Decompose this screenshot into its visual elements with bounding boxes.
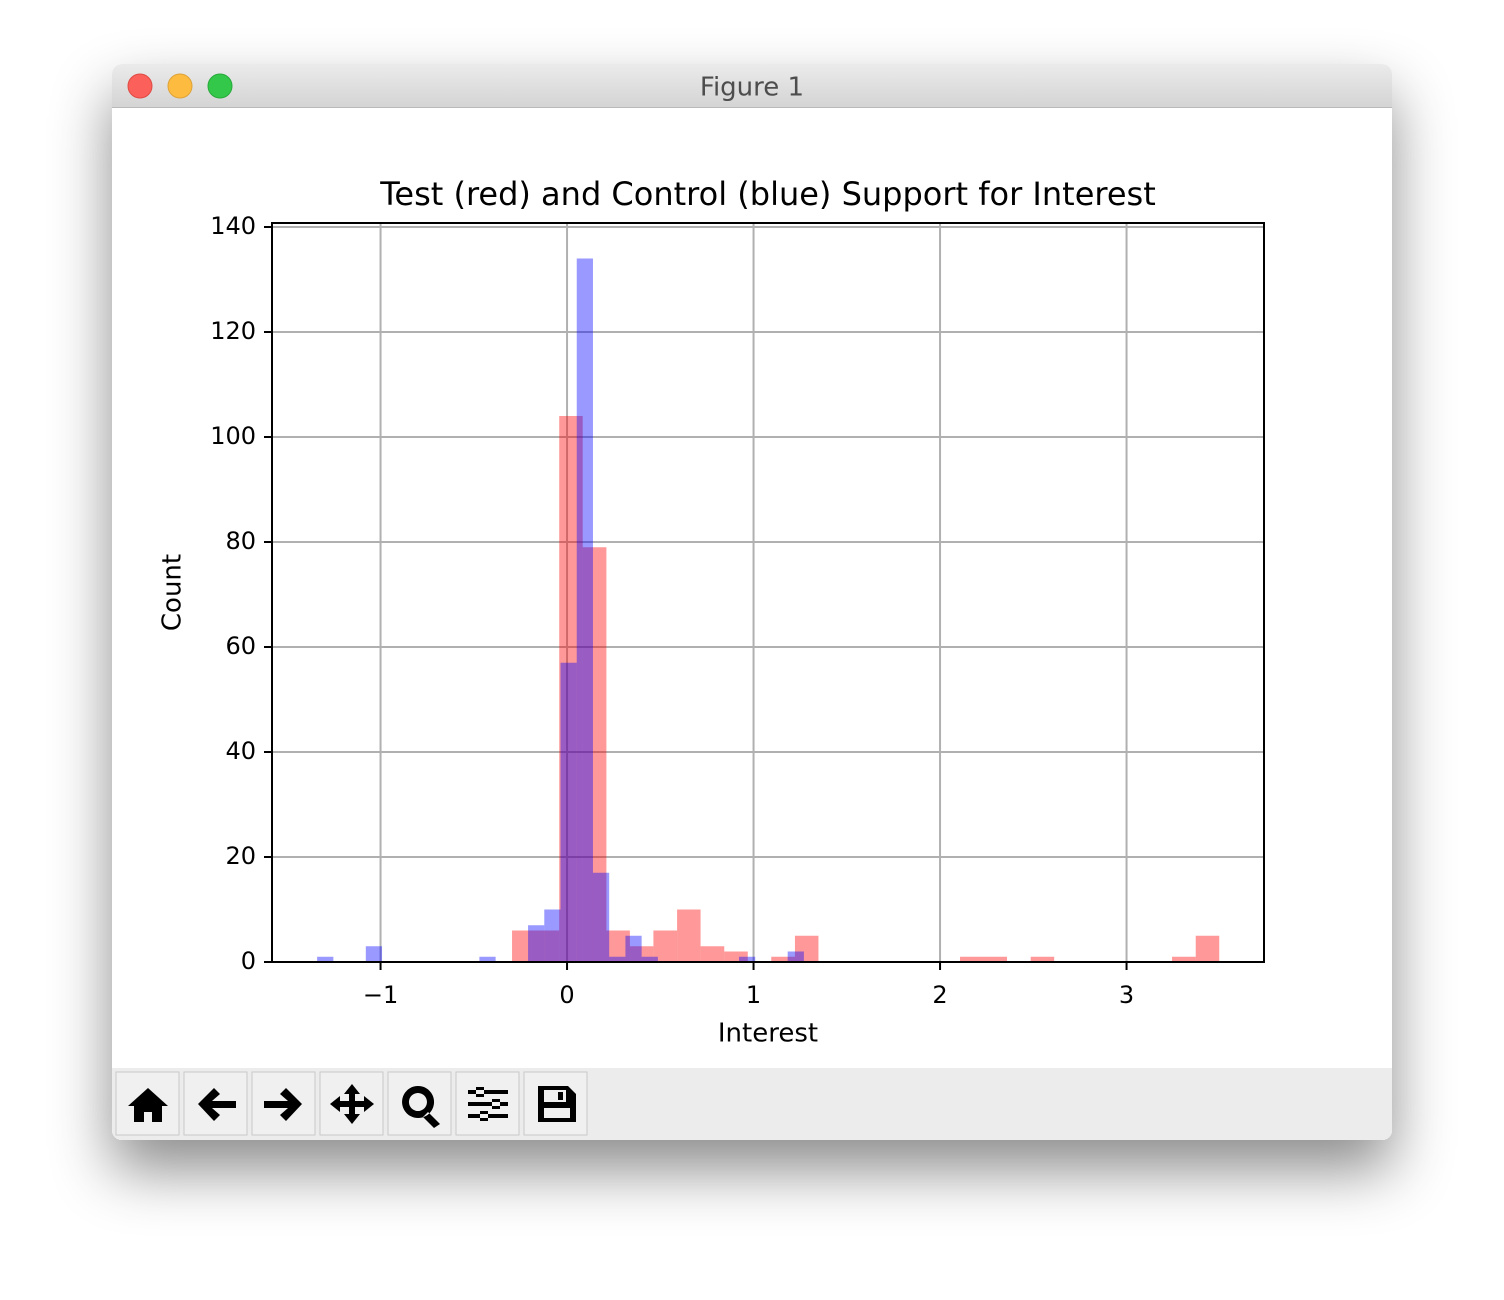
x-tick-label: 0 <box>559 981 574 1009</box>
y-axis-label: Count <box>158 554 188 631</box>
x-tick-label: −1 <box>363 981 398 1009</box>
configure-button-icon <box>468 1087 508 1121</box>
x-tick-label: 2 <box>932 981 947 1009</box>
y-tick-label: 80 <box>225 527 256 555</box>
histogram-bar <box>365 946 383 962</box>
histogram-bar <box>592 872 610 962</box>
histogram-bar <box>535 930 560 962</box>
plot-frame <box>271 222 1265 963</box>
chart-title: Test (red) and Control (blue) Support fo… <box>379 175 1155 213</box>
window-title: Figure 1 <box>700 73 804 103</box>
chart: 0 20 40 60 80 100 120 140 −1 0 1 2 3 Test (red) and C… <box>158 175 1265 1049</box>
histogram-bar <box>771 956 795 962</box>
histogram-bar <box>1030 956 1055 962</box>
histogram-bar <box>787 951 804 962</box>
minimize-button[interactable] <box>167 73 193 99</box>
histogram-bar <box>629 946 654 962</box>
forward-button-icon <box>264 1088 302 1121</box>
histogram-bar <box>560 662 577 962</box>
toolbar-buttons <box>115 1071 588 1136</box>
save-button-icon <box>538 1086 576 1122</box>
histogram-bar <box>528 925 545 962</box>
histogram-bar <box>317 956 334 962</box>
close-button[interactable] <box>127 73 153 99</box>
back-button-icon <box>198 1088 236 1121</box>
y-tick-label: 100 <box>210 422 256 450</box>
histogram-bar <box>625 935 642 962</box>
histogram-bar <box>794 935 819 962</box>
histogram-bar <box>700 946 725 962</box>
histogram-bar <box>1172 956 1196 962</box>
histogram-bar <box>653 930 678 962</box>
pan-button-icon <box>330 1084 374 1124</box>
histogram-bar <box>724 951 748 962</box>
histogram-bar <box>609 956 626 962</box>
histogram-bar <box>576 258 593 962</box>
y-tick-label: 60 <box>225 632 256 660</box>
histogram-bar <box>559 415 583 962</box>
y-tick-label: 0 <box>241 947 256 975</box>
y-tick-label: 120 <box>210 317 256 345</box>
x-tick-label: 1 <box>746 981 761 1009</box>
histogram-bar <box>960 956 984 962</box>
histogram-bar <box>479 956 496 962</box>
histogram-bar <box>1195 935 1220 962</box>
zoom-button[interactable] <box>207 73 233 99</box>
home-button-icon <box>128 1088 168 1122</box>
histogram-bar <box>582 547 607 962</box>
y-tick-label: 140 <box>210 212 256 240</box>
y-tick-label: 40 <box>225 737 256 765</box>
title-bar <box>112 64 1392 107</box>
histogram-bar <box>738 956 756 962</box>
zoom-tool-button-icon <box>402 1086 440 1128</box>
histogram-bar <box>983 956 1008 962</box>
y-tick-label: 20 <box>225 842 256 870</box>
histogram-bar <box>512 930 536 962</box>
histogram-bar <box>606 930 630 962</box>
histogram-bar <box>677 909 701 962</box>
histogram-bar <box>641 956 658 962</box>
histogram-bar <box>544 909 561 962</box>
x-axis-label: Interest <box>718 1019 818 1049</box>
window <box>112 64 1392 1140</box>
x-tick-label: 3 <box>1119 981 1134 1009</box>
zoom-tool-button[interactable] <box>387 1071 452 1136</box>
